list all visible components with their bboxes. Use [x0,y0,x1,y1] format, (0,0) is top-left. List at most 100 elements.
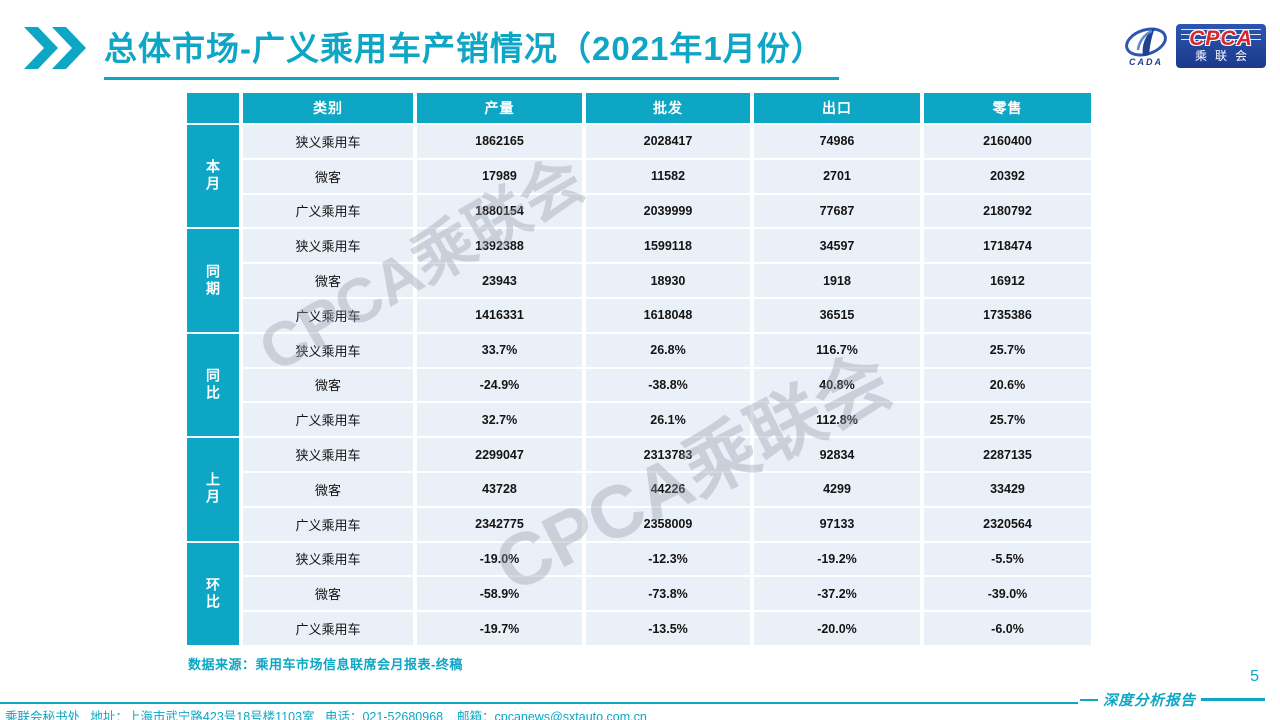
column-header: 出口 [754,93,920,123]
value-cell: 2313783 [586,438,750,471]
category-cell: 狭义乘用车 [243,542,413,576]
row-group-label: 本月 [187,125,239,228]
double-chevron-icon [24,27,86,74]
value-cell: 2180792 [924,194,1091,228]
value-cell: 1416331 [417,298,582,332]
value-cell: 34597 [754,229,920,263]
value-cell: 33429 [924,472,1091,506]
production-sales-table: 类别 产量 批发 出口 零售 本月 狭义乘用车 1862165 2028417 74986 2160… [187,93,1091,645]
value-cell: 11582 [586,159,750,193]
header-corner-cell [187,93,239,123]
value-cell: -19.2% [754,542,920,576]
column-header: 批发 [586,93,750,123]
value-cell: -58.9% [417,577,582,611]
value-cell: -20.0% [754,612,920,645]
report-label: 深度分析报告 [1103,693,1196,709]
value-cell: 33.7% [417,333,582,367]
value-cell: -19.7% [417,612,582,645]
value-cell: 1618048 [586,298,750,332]
value-cell: 23943 [417,264,582,297]
value-cell: -13.5% [586,612,750,645]
value-cell: 1862165 [417,125,582,158]
value-cell: 26.8% [586,333,750,367]
column-header: 类别 [243,93,413,123]
value-cell: 77687 [754,194,920,228]
value-cell: 2358009 [586,507,750,541]
value-cell: 2039999 [586,194,750,228]
row-group-label: 环比 [187,542,239,645]
source-note: 数据来源：乘用车市场信息联席会月报表-终稿 [188,657,463,672]
value-cell: 2701 [754,159,920,193]
cada-label: CADA [1129,56,1163,67]
value-cell: 2028417 [586,125,750,158]
table-area: 类别 产量 批发 出口 零售 本月 狭义乘用车 1862165 2028417 74986 2160… [187,93,1091,645]
category-cell: 狭义乘用车 [243,438,413,471]
category-cell: 微客 [243,264,413,297]
value-cell: -73.8% [586,577,750,611]
row-group-label: 上月 [187,438,239,541]
category-cell: 广义乘用车 [243,612,413,645]
value-cell: 74986 [754,125,920,158]
report-label-left-line [1080,698,1098,701]
category-cell: 微客 [243,368,413,402]
value-cell: -19.0% [417,542,582,576]
category-cell: 广义乘用车 [243,298,413,332]
value-cell: 32.7% [417,403,582,437]
category-cell: 狭义乘用车 [243,125,413,158]
value-cell: -6.0% [924,612,1091,645]
value-cell: 92834 [754,438,920,471]
value-cell: 25.7% [924,333,1091,367]
category-cell: 广义乘用车 [243,507,413,541]
value-cell: 1599118 [586,229,750,263]
category-cell: 狭义乘用车 [243,229,413,263]
value-cell: -24.9% [417,368,582,402]
value-cell: -39.0% [924,577,1091,611]
column-header: 产量 [417,93,582,123]
category-cell: 广义乘用车 [243,194,413,228]
value-cell: 43728 [417,472,582,506]
value-cell: -5.5% [924,542,1091,576]
cpca-logo-box: CPCA 乘联会 [1176,24,1266,68]
category-cell: 微客 [243,159,413,193]
value-cell: 1735386 [924,298,1091,332]
cpca-logo: CADA CPCA 乘联会 [1119,24,1266,68]
value-cell: 2299047 [417,438,582,471]
page-title: 总体市场-广义乘用车产销情况（2021年1月份） [104,22,839,80]
value-cell: 16912 [924,264,1091,297]
page-number: 5 [1250,668,1259,685]
row-group-label: 同期 [187,229,239,332]
category-cell: 狭义乘用车 [243,333,413,367]
value-cell: 112.8% [754,403,920,437]
value-cell: -38.8% [586,368,750,402]
cada-emblem-icon: CADA [1119,26,1173,67]
value-cell: 18930 [586,264,750,297]
footer-divider [0,702,1078,704]
cpca-label: CPCA [1189,26,1253,50]
value-cell: -12.3% [586,542,750,576]
category-cell: 微客 [243,577,413,611]
report-label-right-line [1201,698,1265,701]
cpca-chinese-name: 乘联会 [1194,48,1255,63]
value-cell: 2320564 [924,507,1091,541]
value-cell: 97133 [754,507,920,541]
report-label-group: 深度分析报告 [1080,689,1265,710]
category-cell: 微客 [243,472,413,506]
value-cell: 36515 [754,298,920,332]
value-cell: 1392388 [417,229,582,263]
value-cell: 40.8% [754,368,920,402]
footer-contact: 乘联会秘书处 地址：上海市武宁路423号18号楼1103室 电话：021-526… [5,710,647,720]
value-cell: 25.7% [924,403,1091,437]
row-group-label: 同比 [187,333,239,437]
value-cell: 2287135 [924,438,1091,471]
value-cell: 20392 [924,159,1091,193]
value-cell: 26.1% [586,403,750,437]
value-cell: 2342775 [417,507,582,541]
category-cell: 广义乘用车 [243,403,413,437]
value-cell: 44226 [586,472,750,506]
value-cell: 1918 [754,264,920,297]
value-cell: 116.7% [754,333,920,367]
value-cell: 4299 [754,472,920,506]
column-header: 零售 [924,93,1091,123]
value-cell: -37.2% [754,577,920,611]
